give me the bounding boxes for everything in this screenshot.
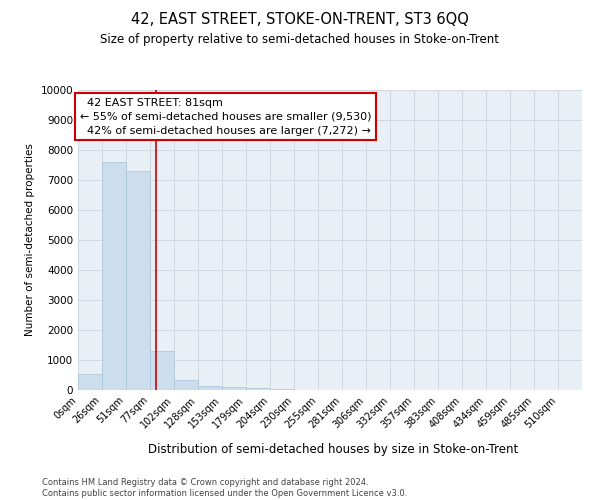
Bar (247, 388, 269, 390)
Bar (151, 351, 173, 390)
Bar (223, 387, 245, 390)
Bar (127, 171, 149, 390)
Text: Contains HM Land Registry data © Crown copyright and database right 2024.
Contai: Contains HM Land Registry data © Crown c… (42, 478, 407, 498)
Text: 42 EAST STREET: 81sqm
← 55% of semi-detached houses are smaller (9,530)
  42% of: 42 EAST STREET: 81sqm ← 55% of semi-deta… (80, 98, 371, 136)
Text: 42, EAST STREET, STOKE-ON-TRENT, ST3 6QQ: 42, EAST STREET, STOKE-ON-TRENT, ST3 6QQ (131, 12, 469, 28)
Y-axis label: Number of semi-detached properties: Number of semi-detached properties (25, 144, 35, 336)
Bar (175, 380, 197, 390)
Bar (199, 386, 221, 390)
Text: Size of property relative to semi-detached houses in Stoke-on-Trent: Size of property relative to semi-detach… (101, 32, 499, 46)
Bar (271, 388, 293, 390)
Bar (103, 162, 125, 390)
Bar (79, 374, 101, 390)
Text: Distribution of semi-detached houses by size in Stoke-on-Trent: Distribution of semi-detached houses by … (148, 442, 518, 456)
